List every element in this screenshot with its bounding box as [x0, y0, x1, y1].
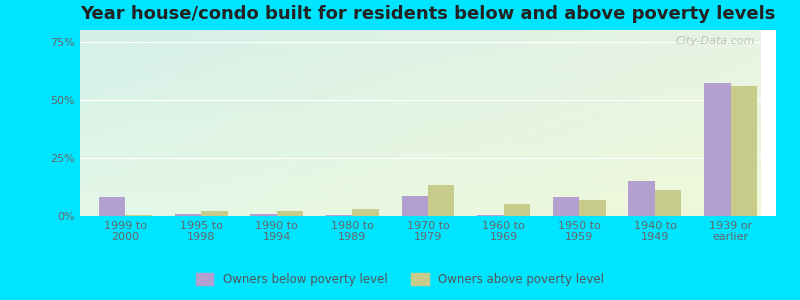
- Bar: [201, 211, 227, 216]
- Bar: [126, 215, 152, 216]
- Legend: Owners below poverty level, Owners above poverty level: Owners below poverty level, Owners above…: [191, 268, 609, 291]
- Bar: [704, 83, 730, 216]
- Bar: [477, 215, 504, 216]
- Bar: [99, 197, 126, 216]
- Bar: [250, 214, 277, 216]
- Bar: [730, 86, 757, 216]
- Bar: [428, 184, 454, 216]
- Bar: [553, 197, 579, 216]
- Bar: [504, 204, 530, 216]
- Title: Year house/condo built for residents below and above poverty levels: Year house/condo built for residents bel…: [80, 5, 776, 23]
- Bar: [174, 214, 201, 216]
- Bar: [277, 211, 303, 216]
- Text: City-Data.com: City-Data.com: [676, 36, 755, 46]
- Bar: [629, 181, 655, 216]
- Bar: [326, 215, 352, 216]
- Bar: [352, 209, 379, 216]
- Bar: [655, 190, 682, 216]
- Bar: [402, 196, 428, 216]
- Bar: [579, 200, 606, 216]
